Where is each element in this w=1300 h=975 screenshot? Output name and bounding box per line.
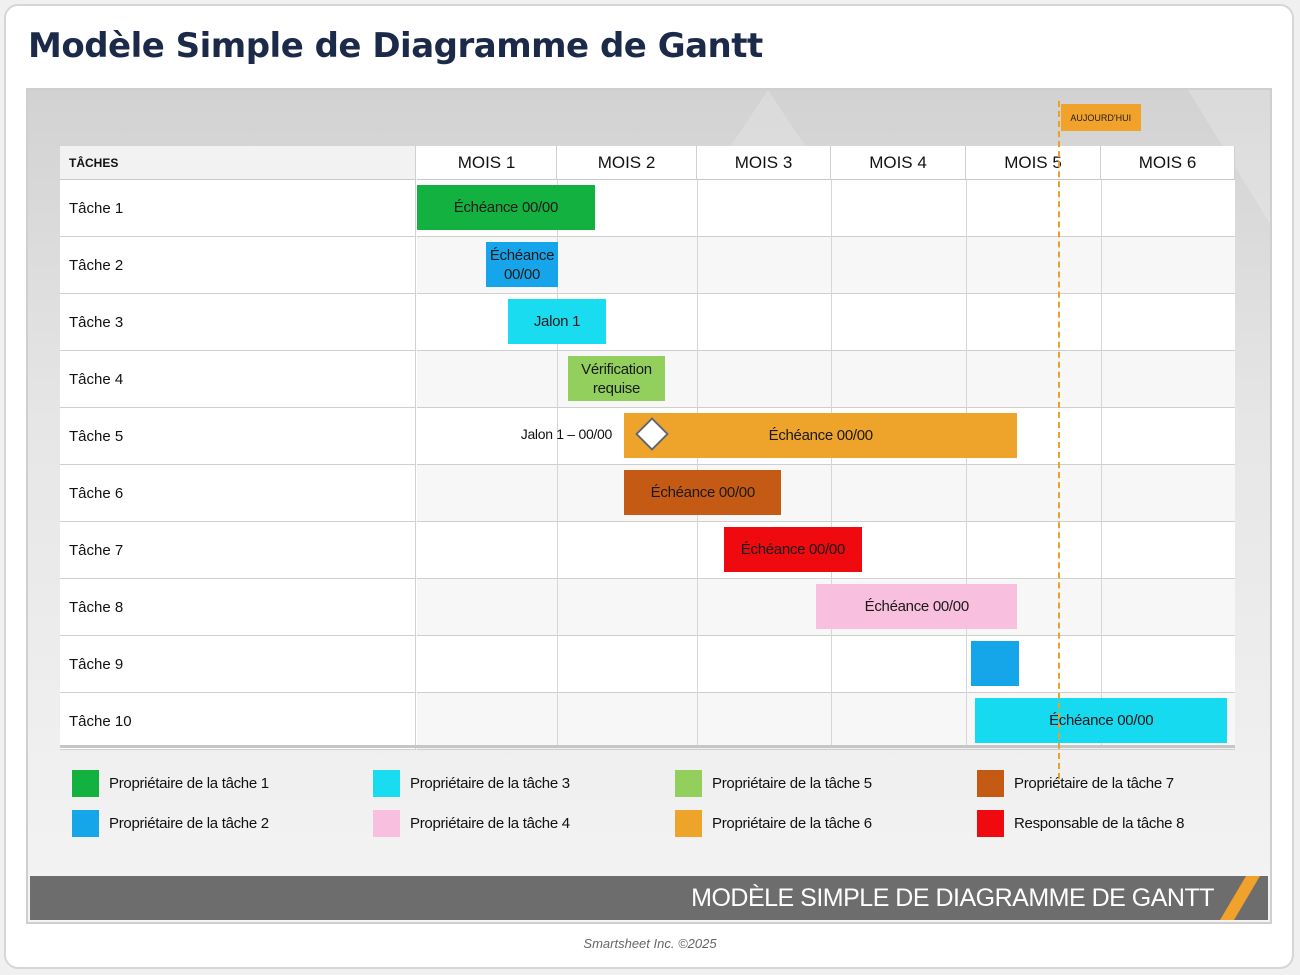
- task-row-label: Tâche 9: [60, 636, 416, 693]
- today-marker-label: AUJOURD'HUI: [1060, 104, 1141, 131]
- legend-item: Propriétaire de la tâche 5: [675, 770, 872, 797]
- month-gridline: [697, 180, 698, 746]
- page-title: Modèle Simple de Diagramme de Gantt: [28, 26, 763, 66]
- month-header: MOIS 4: [831, 146, 966, 180]
- legend-item: Propriétaire de la tâche 2: [72, 810, 269, 837]
- task-row-label: Tâche 1: [60, 180, 416, 237]
- month-gridline: [1101, 180, 1102, 746]
- today-marker-line: [1057, 101, 1060, 779]
- legend-swatch: [977, 770, 1004, 797]
- task-bar[interactable]: Jalon 1: [508, 299, 606, 344]
- month-header: MOIS 1: [417, 146, 557, 180]
- legend-item: Propriétaire de la tâche 1: [72, 770, 269, 797]
- legend-swatch: [675, 810, 702, 837]
- task-row-track: [417, 636, 1235, 693]
- tasks-column-header: TÂCHES: [60, 146, 416, 180]
- legend-item: Propriétaire de la tâche 6: [675, 810, 872, 837]
- month-gridline: [557, 180, 558, 746]
- task-row-track: [417, 408, 1235, 465]
- task-bar[interactable]: Échéance 00/00: [816, 584, 1018, 629]
- task-bar[interactable]: Échéance 00/00: [624, 470, 782, 515]
- legend-item: Propriétaire de la tâche 7: [977, 770, 1174, 797]
- legend-swatch: [373, 810, 400, 837]
- task-row-track: [417, 351, 1235, 408]
- legend-label: Propriétaire de la tâche 2: [109, 815, 269, 832]
- legend-label: Propriétaire de la tâche 1: [109, 775, 269, 792]
- month-header: MOIS 3: [697, 146, 831, 180]
- legend-item: Propriétaire de la tâche 3: [373, 770, 570, 797]
- legend-label: Propriétaire de la tâche 5: [712, 775, 872, 792]
- legend-label: Propriétaire de la tâche 3: [410, 775, 570, 792]
- month-gridline: [831, 180, 832, 746]
- legend-swatch: [72, 810, 99, 837]
- task-row-track: [417, 465, 1235, 522]
- grid-bottom-border: [60, 745, 1235, 748]
- task-bar[interactable]: Échéance 00/00: [723, 527, 863, 572]
- legend-swatch: [977, 810, 1004, 837]
- task-bar[interactable]: Échéance 00/00: [975, 698, 1227, 743]
- legend-item: Propriétaire de la tâche 4: [373, 810, 570, 837]
- milestone-label: Jalon 1 – 00/00: [520, 426, 613, 442]
- task-bar[interactable]: Échéance 00/00: [624, 413, 1018, 458]
- task-bar[interactable]: Vérification requise: [568, 356, 665, 401]
- footer-banner-text: MODÈLE SIMPLE DE DIAGRAMME DE GANTT: [691, 883, 1214, 912]
- task-bar[interactable]: Échéance 00/00: [417, 185, 595, 230]
- task-row-label: Tâche 10: [60, 693, 416, 750]
- task-row-track: [417, 522, 1235, 579]
- month-header: MOIS 5: [966, 146, 1101, 180]
- month-gridline: [966, 180, 967, 746]
- legend-label: Propriétaire de la tâche 7: [1014, 775, 1174, 792]
- task-row-label: Tâche 5: [60, 408, 416, 465]
- task-row-track: [417, 180, 1235, 237]
- task-bar[interactable]: Échéance 00/00: [485, 242, 559, 287]
- task-row-label: Tâche 3: [60, 294, 416, 351]
- legend-label: Propriétaire de la tâche 4: [410, 815, 570, 832]
- month-header: MOIS 6: [1101, 146, 1235, 180]
- legend-swatch: [373, 770, 400, 797]
- task-row-label: Tâche 2: [60, 237, 416, 294]
- footer-accent-stripe: [1220, 876, 1260, 920]
- task-row-label: Tâche 8: [60, 579, 416, 636]
- task-row-track: [417, 294, 1235, 351]
- task-bar[interactable]: [971, 641, 1019, 686]
- task-row-label: Tâche 4: [60, 351, 416, 408]
- legend-label: Responsable de la tâche 8: [1014, 815, 1185, 832]
- credit-text: Smartsheet Inc. ©2025: [583, 936, 717, 951]
- task-row-label: Tâche 7: [60, 522, 416, 579]
- legend-item: Responsable de la tâche 8: [977, 810, 1184, 837]
- legend-swatch: [72, 770, 99, 797]
- footer-banner: MODÈLE SIMPLE DE DIAGRAMME DE GANTT: [30, 876, 1268, 920]
- legend-swatch: [675, 770, 702, 797]
- legend-label: Propriétaire de la tâche 6: [712, 815, 872, 832]
- month-header: MOIS 2: [557, 146, 697, 180]
- task-row-label: Tâche 6: [60, 465, 416, 522]
